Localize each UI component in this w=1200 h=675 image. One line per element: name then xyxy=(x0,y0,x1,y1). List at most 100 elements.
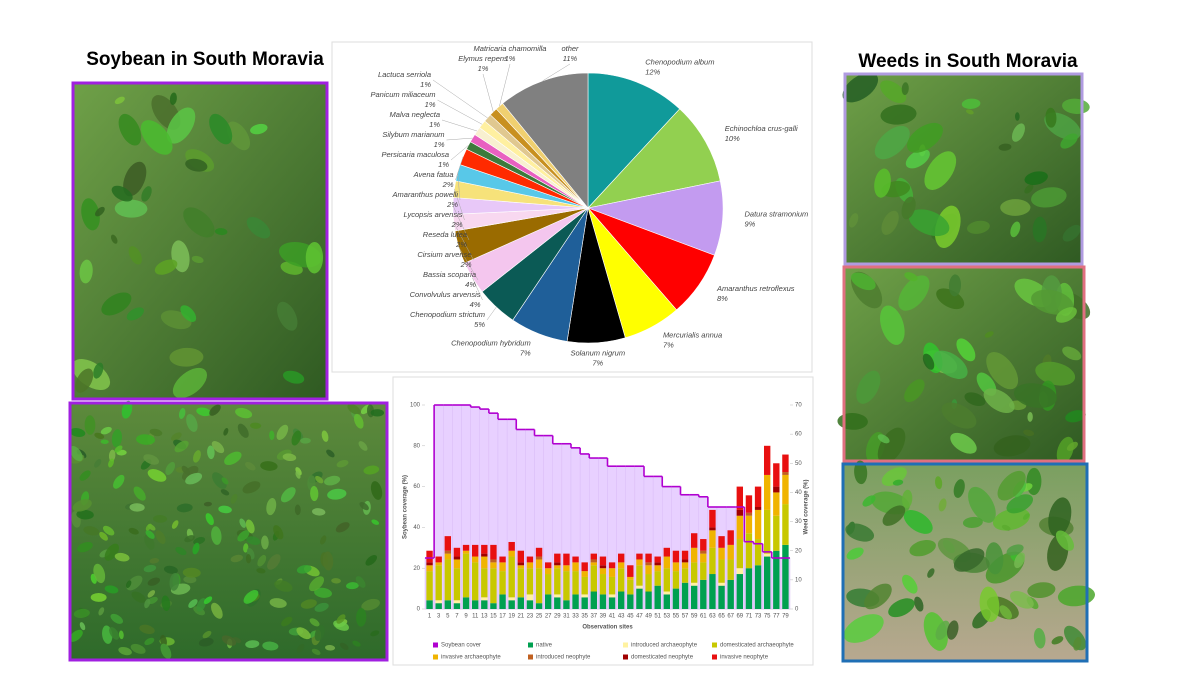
weed-bar xyxy=(782,472,789,475)
leaf xyxy=(1060,133,1078,149)
weed-bar xyxy=(535,568,543,604)
leaf xyxy=(962,516,983,528)
leaf xyxy=(230,493,238,504)
leaf xyxy=(186,413,198,432)
leaf xyxy=(370,409,385,417)
weed-bar xyxy=(508,597,515,601)
leaf xyxy=(923,612,948,651)
weed-bar xyxy=(727,530,734,545)
leaf xyxy=(196,598,207,612)
weed-bar xyxy=(754,507,762,510)
leaf xyxy=(1035,361,1076,386)
weed-bar xyxy=(581,562,588,572)
x-tick-label: 25 xyxy=(536,614,543,620)
leaf xyxy=(221,635,237,646)
weed-bar xyxy=(690,533,698,548)
leaf xyxy=(321,430,329,442)
leaf xyxy=(854,460,868,485)
weed-bar xyxy=(617,591,625,609)
weed-bar xyxy=(727,579,734,609)
leaf xyxy=(1010,591,1034,609)
leaf xyxy=(128,527,139,535)
leaf xyxy=(1066,441,1078,451)
leaf xyxy=(370,630,380,637)
weed-bar xyxy=(672,571,680,589)
weed-bar xyxy=(654,585,661,609)
leaf xyxy=(927,568,935,578)
weed-bar xyxy=(709,547,716,575)
leaf xyxy=(336,614,346,624)
x-tick-label: 35 xyxy=(581,614,588,620)
weed-bar xyxy=(517,597,525,609)
x-tick-label: 31 xyxy=(563,614,570,620)
leader-line xyxy=(499,63,511,107)
pie-value-label: 1% xyxy=(505,54,516,63)
leaf xyxy=(114,445,123,453)
leaf xyxy=(262,641,279,651)
leaf xyxy=(881,210,899,235)
weed-bar xyxy=(617,562,625,569)
y2-tick-label: 10 xyxy=(795,577,802,583)
photo-border xyxy=(841,462,1089,663)
weed-bar xyxy=(572,594,579,609)
leader-line xyxy=(454,189,465,221)
y2-tick-label: 0 xyxy=(795,607,799,613)
leaf xyxy=(965,109,974,115)
pie-label: Persicaria maculosa xyxy=(381,150,449,159)
x-tick-label: 43 xyxy=(618,614,625,620)
weed-bar xyxy=(736,574,744,609)
leaf xyxy=(922,353,935,370)
leaf xyxy=(365,554,377,566)
weed-bar xyxy=(554,568,561,595)
leaf xyxy=(1010,221,1021,238)
leaf xyxy=(249,422,262,429)
leaf xyxy=(1055,307,1077,323)
y2-axis-title: Weed coverage (%) xyxy=(804,480,810,535)
weed-bar xyxy=(481,568,488,598)
leaf xyxy=(193,536,206,545)
leaf xyxy=(239,518,246,528)
weed-bar xyxy=(590,562,598,566)
pie-value-label: 2% xyxy=(446,200,458,209)
leaf xyxy=(1048,497,1072,537)
legend-swatch xyxy=(623,642,628,648)
weed-bar xyxy=(572,562,579,572)
y2-tick-label: 50 xyxy=(795,461,802,467)
leaf xyxy=(874,168,891,198)
y-tick-label: 80 xyxy=(413,443,420,449)
weed-bar xyxy=(745,568,753,609)
x-tick-label: 49 xyxy=(645,614,652,620)
leaf xyxy=(352,640,361,647)
leaf xyxy=(83,526,100,536)
leaf xyxy=(76,509,94,520)
x-tick-label: 23 xyxy=(527,614,534,620)
leaf xyxy=(108,458,115,468)
pie-value-label: 11% xyxy=(563,54,578,63)
leaf xyxy=(901,196,916,220)
leaf xyxy=(185,472,203,485)
weed-bar xyxy=(544,574,552,595)
leaf xyxy=(905,149,930,169)
leaf xyxy=(961,98,981,109)
weed-bar xyxy=(444,536,452,551)
weed-bar xyxy=(754,486,762,507)
leaf xyxy=(243,590,259,604)
leaf xyxy=(938,498,947,512)
weed-bar xyxy=(535,556,543,560)
weed-bar xyxy=(453,559,461,569)
weed-bar xyxy=(590,591,598,609)
weed-bar xyxy=(517,562,525,566)
leaf xyxy=(183,575,197,584)
leaf xyxy=(346,582,359,590)
photos xyxy=(68,72,1096,663)
weed-bar xyxy=(453,600,461,604)
leaf xyxy=(956,338,976,362)
weed-bar xyxy=(681,582,689,609)
leaf xyxy=(69,428,86,437)
leader-line xyxy=(457,172,461,201)
y-tick-label: 100 xyxy=(410,403,421,409)
pie-value-label: 2% xyxy=(451,220,463,229)
y-tick-label: 60 xyxy=(413,484,420,490)
leaf xyxy=(257,554,267,567)
pie-value-label: 1% xyxy=(429,120,440,129)
